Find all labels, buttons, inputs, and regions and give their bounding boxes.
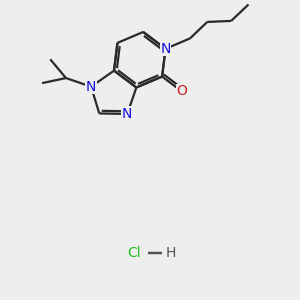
Text: O: O (176, 84, 187, 98)
Text: N: N (122, 107, 132, 121)
Text: H: H (165, 246, 176, 260)
Text: N: N (86, 80, 96, 94)
Text: Cl: Cl (127, 246, 141, 260)
Text: N: N (160, 42, 171, 56)
